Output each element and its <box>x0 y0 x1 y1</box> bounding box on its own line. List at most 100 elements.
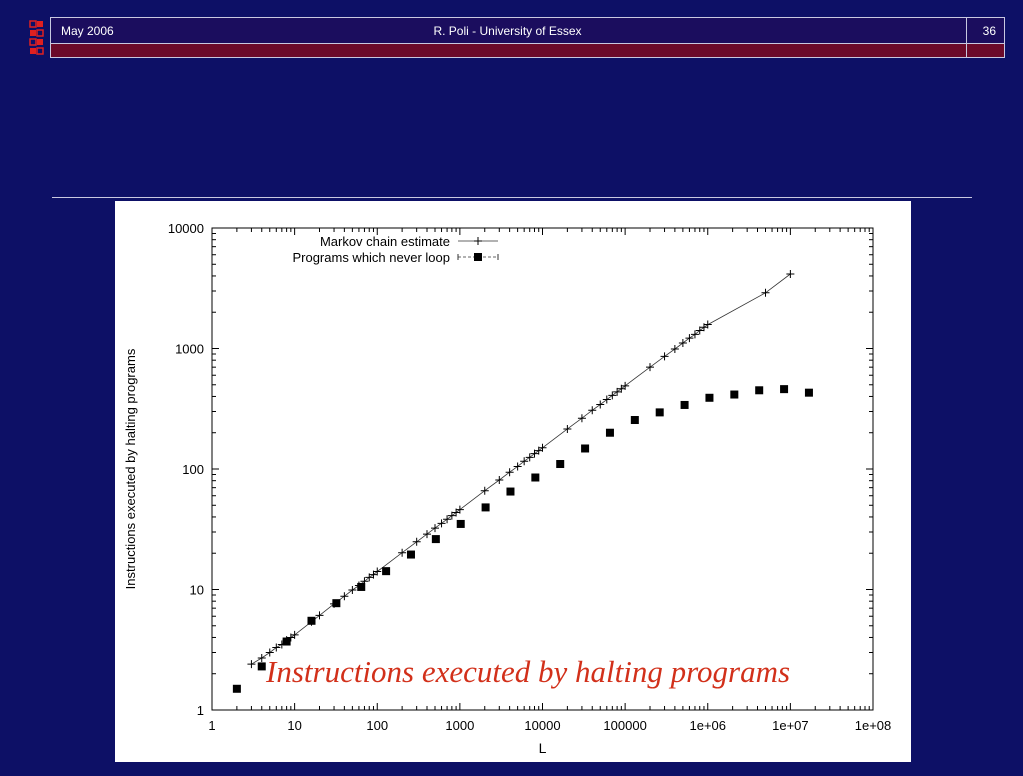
markov-point <box>265 648 274 657</box>
markov-point <box>290 630 299 639</box>
markov-point <box>513 462 522 471</box>
plot-frame <box>211 227 874 711</box>
x-tick-label: 1 <box>208 718 215 733</box>
never-loop-point <box>531 473 540 482</box>
markov-point <box>678 339 687 348</box>
markov-point <box>247 660 256 669</box>
markov-point <box>670 345 679 354</box>
markov-point <box>577 414 586 423</box>
markov-point <box>373 567 382 576</box>
legend-label-never-loop: Programs which never loop <box>292 250 450 265</box>
x-tick-label: 100000 <box>603 718 646 733</box>
markov-point <box>365 573 374 582</box>
never-loop-point <box>730 390 739 399</box>
markov-point <box>447 511 456 520</box>
slide-logo-icon <box>27 18 47 60</box>
never-loop-point <box>755 386 764 395</box>
markov-point <box>505 468 514 477</box>
never-loop-point <box>605 428 614 437</box>
never-loop-point <box>282 637 291 646</box>
never-loop-point <box>780 385 789 394</box>
markov-point <box>422 530 431 539</box>
markov-point <box>703 320 712 329</box>
y-tick-label: 1 <box>197 703 204 718</box>
never-loop-point <box>332 599 341 608</box>
markov-point <box>530 449 539 458</box>
never-loop-point <box>556 460 565 469</box>
never-loop-point <box>630 416 639 425</box>
x-tick-label: 1000 <box>445 718 474 733</box>
y-tick-label: 10000 <box>168 221 204 236</box>
never-loop-point <box>257 662 266 671</box>
slide-header: May 2006 R. Poli - University of Essex 3… <box>50 17 1005 58</box>
y-tick-label: 100 <box>182 462 204 477</box>
page-number-box: 36 <box>966 18 1004 57</box>
y-tick-label: 1000 <box>175 342 204 357</box>
markov-point <box>538 443 547 452</box>
markov-point <box>645 363 654 372</box>
legend-marker-markov <box>474 237 482 245</box>
header-bottom-band <box>51 44 1004 57</box>
never-loop-point <box>431 535 440 544</box>
x-tick-label: 1e+06 <box>689 718 726 733</box>
markov-point <box>480 486 489 495</box>
markov-point <box>520 457 529 466</box>
divider-rule <box>52 197 972 198</box>
never-loop-point <box>581 444 590 453</box>
markov-point <box>315 611 324 620</box>
markov-point <box>621 381 630 390</box>
never-loop-point <box>357 582 366 591</box>
header-author: R. Poli - University of Essex <box>433 24 582 38</box>
markov-point <box>412 537 421 546</box>
never-loop-point <box>680 400 689 409</box>
markov-point <box>786 270 795 279</box>
markov-point <box>761 288 770 297</box>
markov-point <box>588 406 597 415</box>
markov-point <box>525 453 534 462</box>
markov-point <box>272 643 281 652</box>
header-top-band: May 2006 R. Poli - University of Essex <box>51 18 1004 44</box>
x-tick-label: 10000 <box>524 718 560 733</box>
markov-point <box>437 519 446 528</box>
page-number: 36 <box>982 24 996 38</box>
y-tick-label: 10 <box>190 583 204 598</box>
never-loop-point <box>804 388 813 397</box>
markov-point <box>660 352 669 361</box>
markov-point <box>596 400 605 409</box>
markov-point <box>455 505 464 514</box>
markov-point <box>695 326 704 335</box>
never-loop-point <box>705 393 714 402</box>
log-log-chart: 1 10 100 1000 10000 100000 1e+06 1e+07 1e+08 1 10 1… <box>123 221 891 756</box>
never-loop-point <box>481 503 490 512</box>
header-date: May 2006 <box>61 24 114 38</box>
never-loop-point <box>382 567 391 576</box>
markov-point <box>690 330 699 339</box>
never-loop-point <box>406 550 415 559</box>
markov-point <box>608 391 617 400</box>
chart-panel: 1 10 100 1000 10000 100000 1e+06 1e+07 1e+08 1 10 1… <box>115 201 911 762</box>
markov-point <box>685 334 694 343</box>
markov-point <box>431 524 440 533</box>
markov-series-line <box>251 273 791 665</box>
never-loop-point <box>456 519 465 528</box>
markov-point <box>443 515 452 524</box>
markov-point <box>563 424 572 433</box>
markov-point <box>602 395 611 404</box>
legend-label-markov: Markov chain estimate <box>320 234 450 249</box>
markov-point <box>613 387 622 396</box>
markov-point <box>257 654 266 663</box>
markov-point <box>495 476 504 485</box>
slide-caption: Instructions executed by halting program… <box>266 654 791 689</box>
x-tick-label: 10 <box>287 718 301 733</box>
x-tick-label: 1e+07 <box>772 718 809 733</box>
markov-point <box>398 548 407 557</box>
never-loop-point <box>307 616 316 625</box>
legend-marker-never-loop <box>474 253 482 261</box>
markov-point <box>340 592 349 601</box>
y-axis-label: Instructions executed by halting program… <box>123 348 138 589</box>
x-tick-label: 100 <box>366 718 388 733</box>
never-loop-point <box>655 408 664 417</box>
x-axis-label: L <box>539 740 547 756</box>
never-loop-point <box>506 487 515 496</box>
markov-point <box>348 586 357 595</box>
